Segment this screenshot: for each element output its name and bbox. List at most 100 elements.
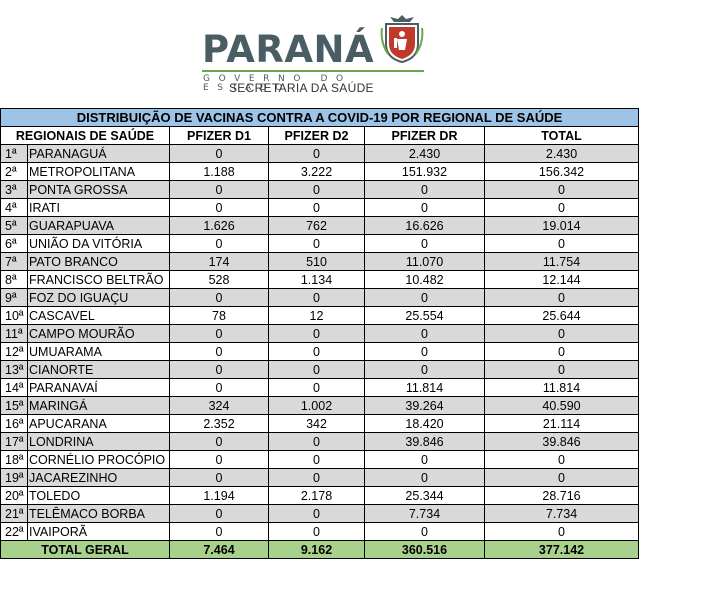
row-index: 16ª: [0, 414, 28, 433]
row-total: 11.814: [483, 378, 640, 397]
total-pfizer-d2: 9.162: [268, 540, 365, 559]
table-row: 17ª LONDRINA 0 0 39.846 39.846: [0, 432, 640, 451]
row-pfizer-dr: 0: [364, 180, 485, 199]
row-index: 4ª: [0, 198, 28, 217]
table-row: 4ª IRATI 0 0 0 0: [0, 198, 640, 217]
row-pfizer-dr: 0: [364, 234, 485, 253]
row-pfizer-dr: 7.734: [364, 504, 485, 523]
row-pfizer-d1: 324: [169, 396, 269, 415]
table-row: 18ª CORNÉLIO PROCÓPIO 0 0 0 0: [0, 450, 640, 469]
row-pfizer-d2: 2.178: [268, 486, 365, 505]
table-row: 20ª TOLEDO 1.194 2.178 25.344 28.716: [0, 486, 640, 505]
row-pfizer-d1: 1.194: [169, 486, 269, 505]
parana-coat-of-arms-icon: [380, 14, 424, 64]
row-pfizer-dr: 39.846: [364, 432, 485, 451]
row-pfizer-d2: 1.002: [268, 396, 365, 415]
row-total: 39.846: [483, 432, 640, 451]
column-header-region: REGIONAIS DE SAÚDE: [0, 126, 170, 145]
row-index: 13ª: [0, 360, 28, 379]
table-row: 12ª UMUARAMA 0 0 0 0: [0, 342, 640, 361]
row-pfizer-d2: 0: [268, 198, 365, 217]
table-row: 15ª MARINGÁ 324 1.002 39.264 40.590: [0, 396, 640, 415]
row-region: FRANCISCO BELTRÃO: [27, 270, 170, 289]
row-index: 14ª: [0, 378, 28, 397]
row-index: 1ª: [0, 144, 28, 163]
column-header-total: TOTAL: [483, 126, 640, 145]
row-pfizer-d2: 0: [268, 468, 365, 487]
row-index: 8ª: [0, 270, 28, 289]
table-row: 9ª FOZ DO IGUAÇU 0 0 0 0: [0, 288, 640, 307]
row-pfizer-d1: 0: [169, 198, 269, 217]
row-region: JACAREZINHO: [27, 468, 170, 487]
row-total: 21.114: [483, 414, 640, 433]
row-region: PARANAVAÍ: [27, 378, 170, 397]
table-row: 2ª METROPOLITANA 1.188 3.222 151.932 156.342: [0, 162, 640, 181]
row-total: 0: [483, 360, 640, 379]
row-pfizer-dr: 0: [364, 288, 485, 307]
row-index: 17ª: [0, 432, 28, 451]
table-row: 1ª PARANAGUÁ 0 0 2.430 2.430: [0, 144, 640, 163]
row-pfizer-d2: 0: [268, 360, 365, 379]
row-total: 28.716: [483, 486, 640, 505]
row-region: TOLEDO: [27, 486, 170, 505]
row-pfizer-d1: 1.626: [169, 216, 269, 235]
row-pfizer-d2: 0: [268, 504, 365, 523]
row-total: 0: [483, 198, 640, 217]
row-region: UMUARAMA: [27, 342, 170, 361]
row-total: 12.144: [483, 270, 640, 289]
table-row: 5ª GUARAPUAVA 1.626 762 16.626 19.014: [0, 216, 640, 235]
logo-divider: [202, 70, 424, 72]
row-pfizer-d2: 0: [268, 324, 365, 343]
row-index: 7ª: [0, 252, 28, 271]
logo-wordmark: PARANÁ: [202, 28, 375, 71]
row-index: 12ª: [0, 342, 28, 361]
logo-subtitle: GOVERNO DO ESTADO: [203, 74, 352, 93]
table-row: 6ª UNIÃO DA VITÓRIA 0 0 0 0: [0, 234, 640, 253]
row-index: 18ª: [0, 450, 28, 469]
table-row: 10ª CASCAVEL 78 12 25.554 25.644: [0, 306, 640, 325]
row-pfizer-d2: 1.134: [268, 270, 365, 289]
parana-logo: PARANÁ GOVERNO DO ESTADO SECRETARIA DA S…: [200, 14, 430, 96]
table-row: 7ª PATO BRANCO 174 510 11.070 11.754: [0, 252, 640, 271]
row-pfizer-d1: 0: [169, 324, 269, 343]
row-pfizer-d2: 0: [268, 378, 365, 397]
row-pfizer-dr: 11.070: [364, 252, 485, 271]
table-total-row: TOTAL GERAL 7.464 9.162 360.516 377.142: [0, 540, 640, 559]
row-pfizer-d1: 0: [169, 504, 269, 523]
row-pfizer-d2: 0: [268, 180, 365, 199]
row-pfizer-dr: 25.344: [364, 486, 485, 505]
row-index: 2ª: [0, 162, 28, 181]
row-index: 19ª: [0, 468, 28, 487]
table-row: 3ª PONTA GROSSA 0 0 0 0: [0, 180, 640, 199]
table-title: DISTRIBUIÇÃO DE VACINAS CONTRA A COVID-1…: [0, 108, 640, 127]
row-total: 0: [483, 522, 640, 541]
row-region: MARINGÁ: [27, 396, 170, 415]
row-region: CIANORTE: [27, 360, 170, 379]
row-total: 0: [483, 324, 640, 343]
table-header-row: REGIONAIS DE SAÚDE PFIZER D1 PFIZER D2 P…: [0, 126, 640, 145]
row-index: 15ª: [0, 396, 28, 415]
vaccine-distribution-table-container: DISTRIBUIÇÃO DE VACINAS CONTRA A COVID-1…: [0, 108, 640, 559]
table-row: 16ª APUCARANA 2.352 342 18.420 21.114: [0, 414, 640, 433]
total-total: 377.142: [483, 540, 640, 559]
row-pfizer-d1: 0: [169, 468, 269, 487]
row-total: 2.430: [483, 144, 640, 163]
row-pfizer-d2: 0: [268, 342, 365, 361]
row-index: 3ª: [0, 180, 28, 199]
row-pfizer-d2: 0: [268, 432, 365, 451]
row-pfizer-d2: 0: [268, 144, 365, 163]
row-pfizer-d1: 0: [169, 360, 269, 379]
row-pfizer-d1: 174: [169, 252, 269, 271]
table-row: 21ª TELÊMACO BORBA 0 0 7.734 7.734: [0, 504, 640, 523]
row-index: 21ª: [0, 504, 28, 523]
table-row: 19ª JACAREZINHO 0 0 0 0: [0, 468, 640, 487]
row-pfizer-dr: 18.420: [364, 414, 485, 433]
row-total: 0: [483, 342, 640, 361]
row-pfizer-d1: 0: [169, 522, 269, 541]
row-total: 0: [483, 234, 640, 253]
column-header-pfizer-d2: PFIZER D2: [268, 126, 365, 145]
row-region: TELÊMACO BORBA: [27, 504, 170, 523]
row-pfizer-d2: 0: [268, 450, 365, 469]
row-region: CASCAVEL: [27, 306, 170, 325]
row-total: 19.014: [483, 216, 640, 235]
